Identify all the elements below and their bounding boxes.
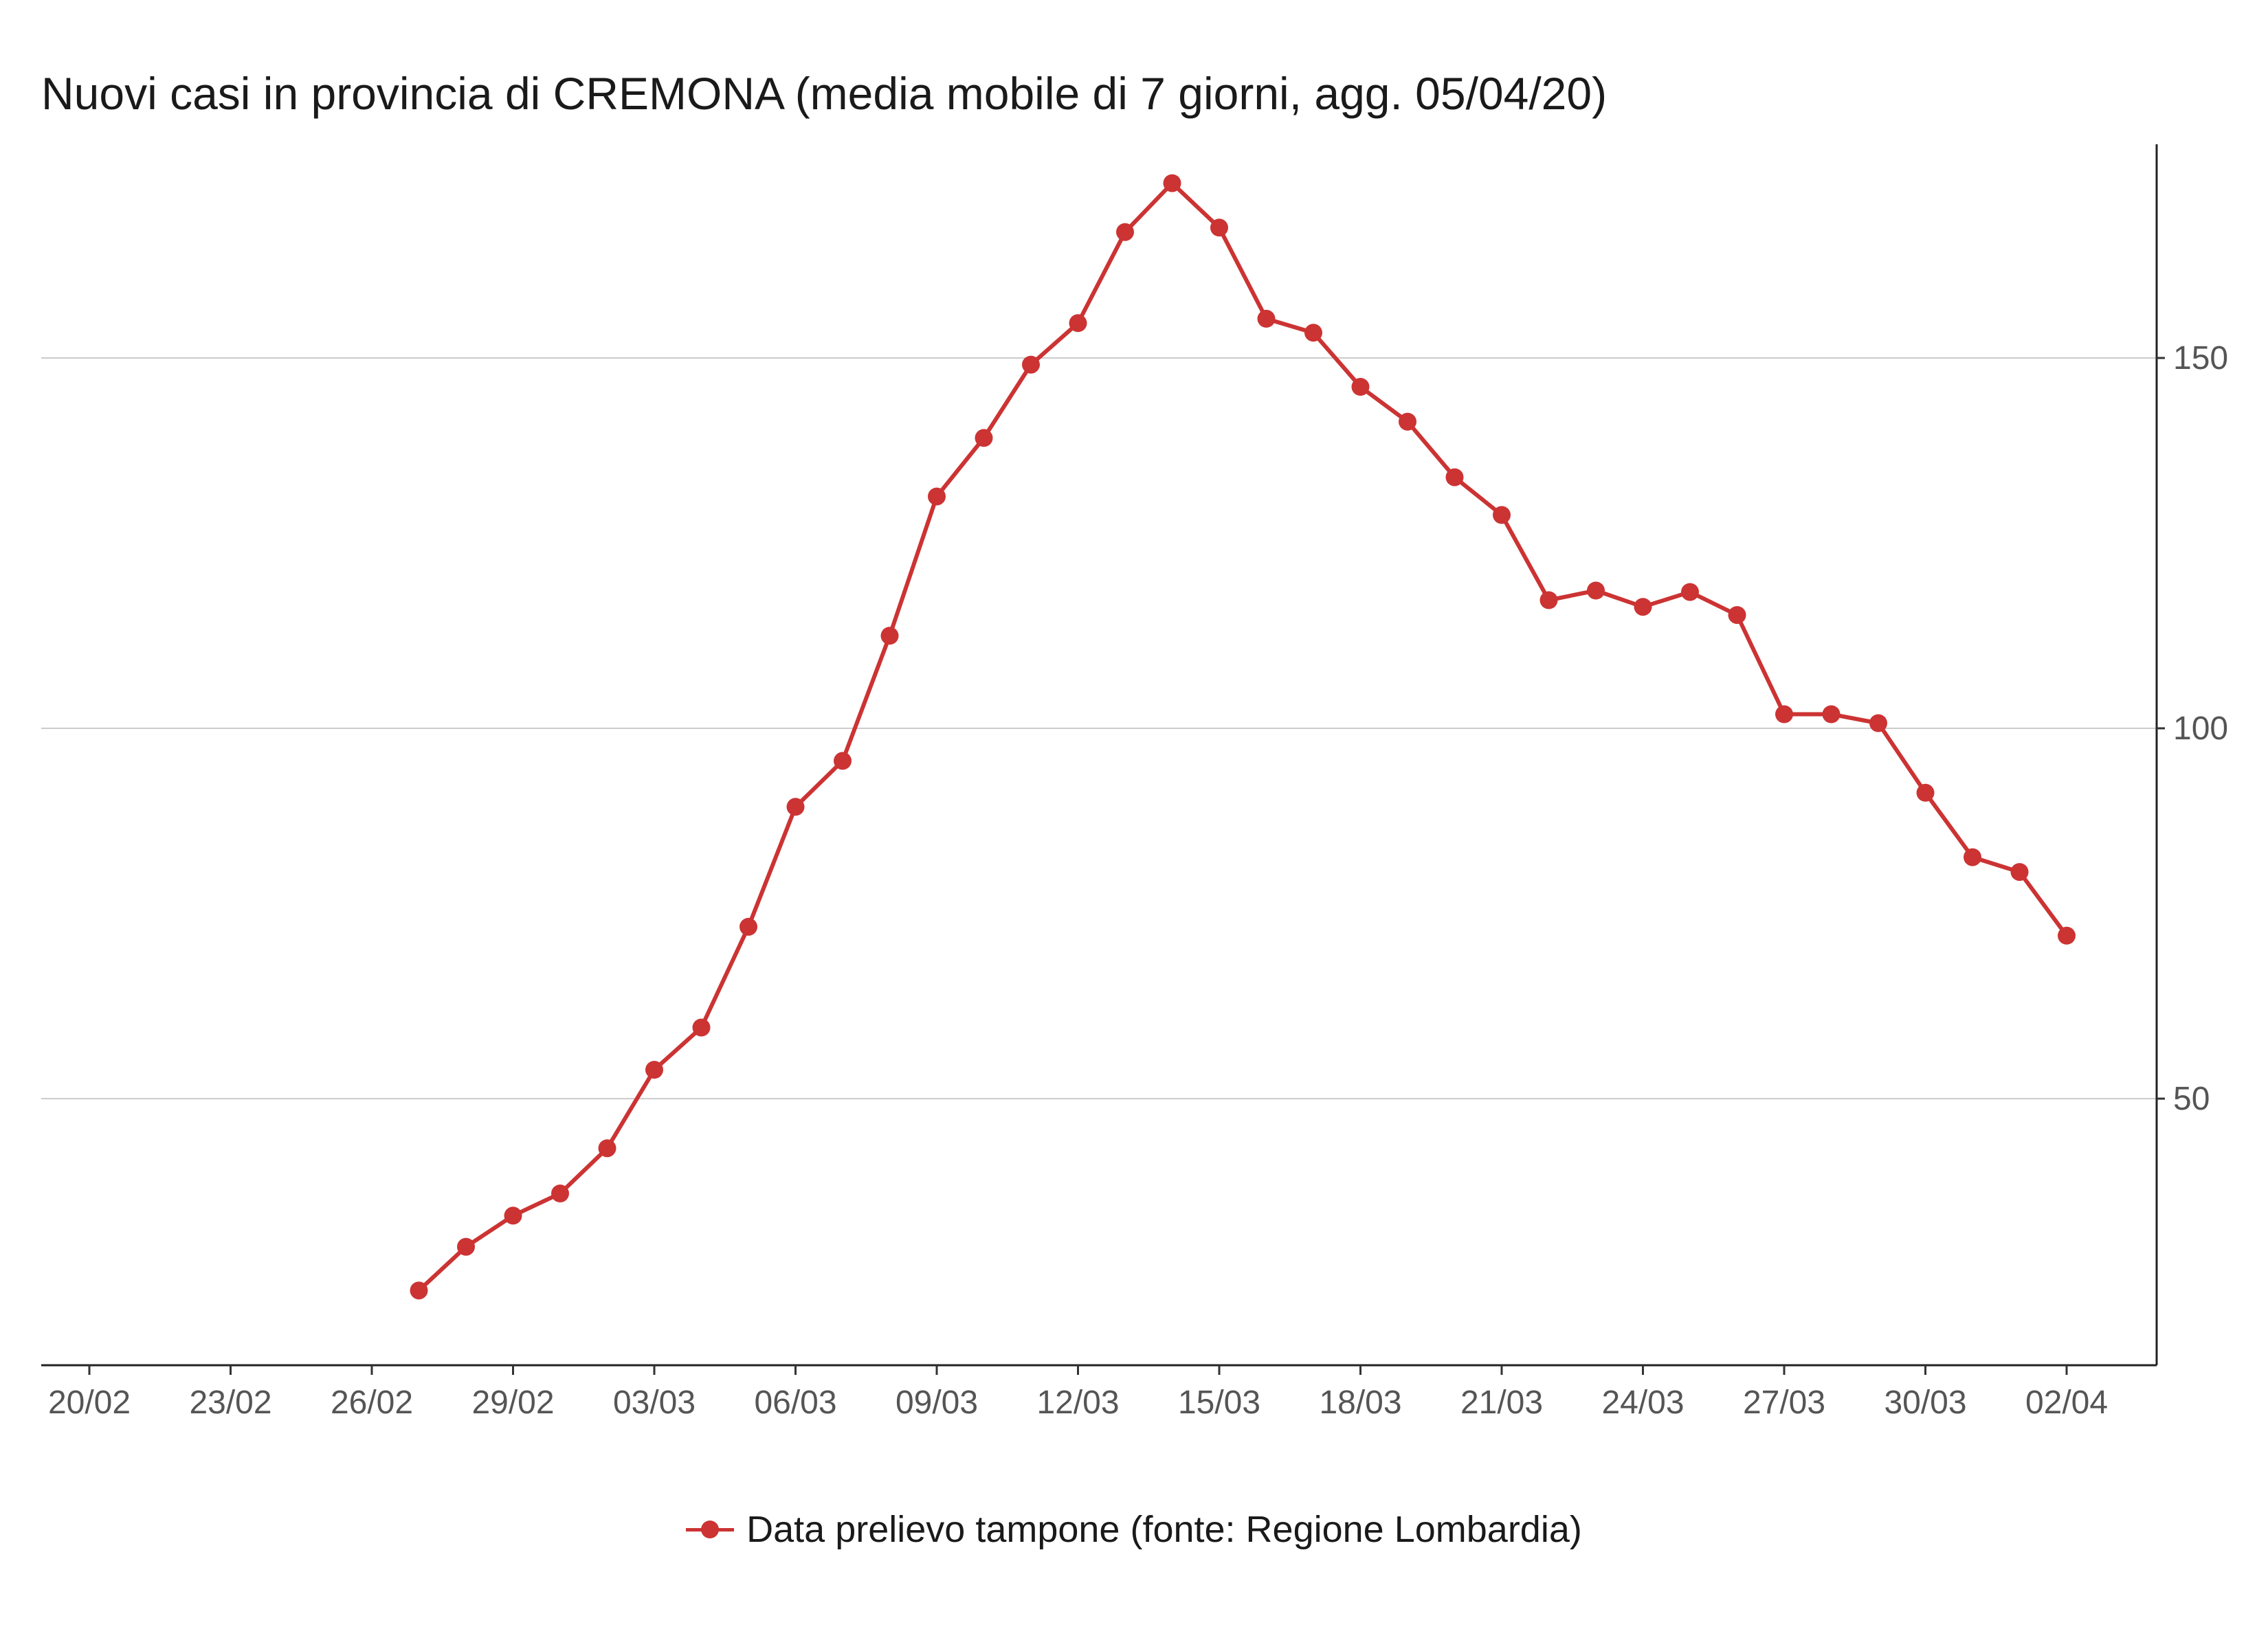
x-tick-label: 12/03 [1036, 1384, 1119, 1421]
data-point [1916, 783, 1935, 802]
data-point [598, 1139, 616, 1158]
data-point [692, 1018, 711, 1037]
x-tick-label: 24/03 [1601, 1384, 1684, 1421]
axes [41, 144, 2158, 1367]
data-point [1069, 314, 1087, 333]
data-point [1964, 848, 1981, 866]
x-tick-label: 15/03 [1178, 1384, 1260, 1421]
x-tick-label: 02/04 [2025, 1384, 2108, 1421]
x-tick-label: 20/02 [48, 1384, 131, 1421]
data-point [645, 1061, 663, 1079]
x-tick-label: 23/02 [189, 1384, 271, 1421]
data-point [1445, 468, 1464, 486]
x-tick-label: 06/03 [754, 1384, 836, 1421]
x-tick-label: 21/03 [1460, 1384, 1543, 1421]
chart-title: Nuovi casi in provincia di CREMONA (medi… [41, 68, 1608, 119]
x-tick-label: 27/03 [1743, 1384, 1825, 1421]
data-point [1822, 705, 1841, 723]
data-point [504, 1207, 522, 1225]
data-point [880, 627, 899, 645]
legend-label: Data prelievo tampone (fonte: Regione Lo… [746, 1509, 1582, 1550]
data-point [2010, 863, 2029, 882]
data-point [1399, 412, 1416, 431]
data-point [1022, 355, 1040, 374]
data-point [786, 798, 805, 816]
x-tick-label: 30/03 [1884, 1384, 1966, 1421]
data-point [1728, 606, 1746, 625]
data-point [975, 429, 993, 447]
data-point [1257, 309, 1276, 328]
y-tick-label: 100 [2173, 710, 2228, 747]
data-point [1210, 218, 1228, 237]
x-tick-label: 26/02 [331, 1384, 413, 1421]
data-point [928, 487, 946, 506]
data-point [1869, 714, 1887, 732]
data-point [551, 1185, 569, 1202]
x-axis-ticks: 20/02 23/02 26/02 29/02 03/03 06/03 09/03 12/03… [48, 1365, 2108, 1421]
series-line [417, 181, 2069, 1292]
data-point [1163, 174, 1181, 192]
x-tick-label: 29/02 [471, 1384, 554, 1421]
data-point [410, 1281, 428, 1300]
y-tick-label: 150 [2173, 340, 2228, 377]
gridlines [41, 357, 2157, 1099]
y-axis-ticks: 50 100 150 [2157, 340, 2228, 1117]
data-point [740, 917, 757, 936]
legend-marker-icon [686, 1516, 735, 1543]
data-point [1587, 581, 1605, 600]
y-tick-label: 50 [2173, 1081, 2210, 1117]
data-point [1493, 506, 1511, 524]
data-point [2058, 926, 2076, 945]
series-group [410, 174, 2076, 1300]
x-tick-label: 09/03 [896, 1384, 978, 1421]
data-point [834, 752, 852, 770]
data-point [457, 1237, 475, 1256]
data-point [1634, 598, 1652, 616]
data-point [1116, 223, 1134, 241]
x-tick-label: 03/03 [613, 1384, 696, 1421]
legend: Data prelievo tampone (fonte: Regione Lo… [0, 1508, 2268, 1551]
data-point [1539, 591, 1558, 609]
data-point [1304, 324, 1322, 342]
data-point [1351, 378, 1370, 396]
data-point [1775, 705, 1793, 723]
x-tick-label: 18/03 [1319, 1384, 1401, 1421]
data-point [1681, 583, 1699, 601]
